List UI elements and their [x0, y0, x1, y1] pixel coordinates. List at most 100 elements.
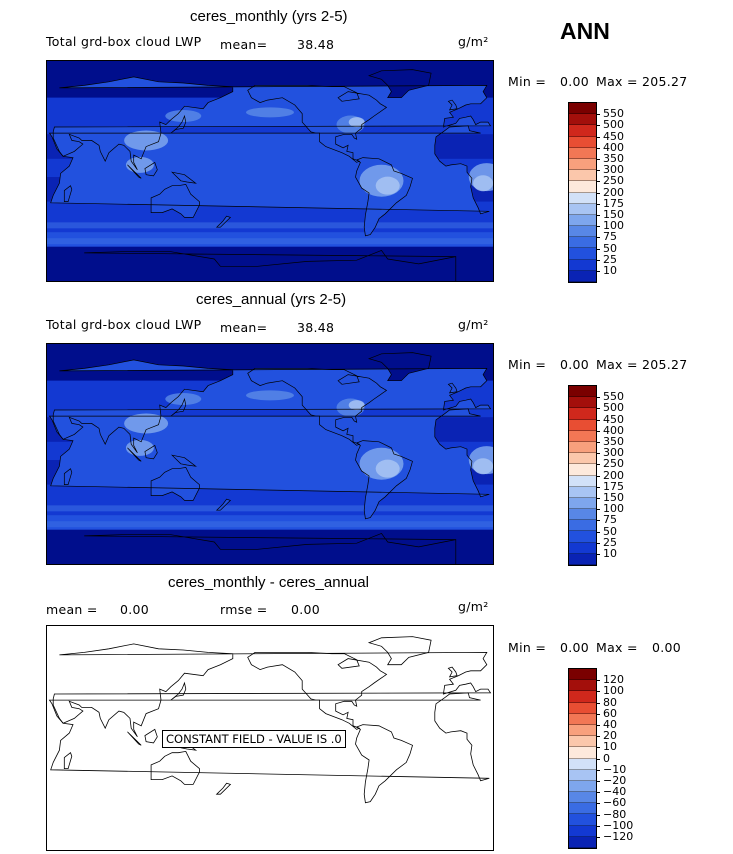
panel-3-max-value: 0.00	[652, 640, 682, 655]
colorbar-tick	[596, 136, 600, 138]
panel-2-map-plot	[47, 344, 493, 564]
colorbar-swatch	[569, 691, 596, 703]
colorbar-tick	[596, 475, 600, 477]
colorbar-swatch	[569, 747, 596, 759]
colorbar-level-label: 75	[603, 513, 617, 527]
colorbar-swatch	[569, 836, 596, 848]
colorbar-swatch	[569, 531, 596, 543]
colorbar-swatch	[569, 509, 596, 521]
colorbar-level-label: 20	[603, 729, 617, 743]
colorbar-level-label: 550	[603, 107, 624, 121]
colorbar-swatch	[569, 259, 596, 271]
colorbar-tick	[596, 486, 600, 488]
colorbar-tick	[596, 215, 600, 216]
colorbar-tick	[596, 442, 600, 443]
panel-2-max-value: 205.27	[642, 357, 688, 372]
colorbar-level-label: 100	[603, 684, 624, 698]
colorbar-swatch	[569, 464, 596, 476]
panel-3-min-value: 0.00	[560, 640, 590, 655]
colorbar-tick	[596, 509, 600, 511]
colorbar-swatch	[569, 136, 596, 148]
panel-1-colorbar	[568, 102, 597, 283]
colorbar-tick	[596, 702, 600, 704]
colorbar-level-label: 500	[603, 118, 624, 132]
panel-3-rmse-value: 0.00	[291, 602, 321, 617]
panel-2-max-label: Max =	[596, 357, 638, 372]
colorbar-swatch	[569, 486, 596, 498]
panel-1-mean-label: mean=	[220, 37, 268, 52]
colorbar-swatch	[569, 430, 596, 442]
colorbar-level-label: 350	[603, 435, 624, 448]
colorbar-level-label: 0	[603, 751, 610, 765]
colorbar-level-label: −60	[603, 796, 627, 810]
colorbar-level-label: 300	[603, 163, 624, 177]
colorbar-tick	[596, 498, 600, 499]
colorbar-tick	[596, 758, 600, 760]
colorbar-level-label: 25	[603, 535, 617, 549]
colorbar-level-label: 500	[603, 401, 624, 415]
colorbar-tick	[596, 769, 600, 771]
colorbar-swatch	[569, 214, 596, 227]
colorbar-level-label: 200	[603, 185, 624, 199]
colorbar-level-label: −20	[603, 774, 627, 787]
colorbar-tick	[596, 792, 600, 794]
colorbar-swatch	[569, 724, 596, 737]
colorbar-tick	[596, 554, 600, 555]
colorbar-level-label: 175	[603, 479, 624, 493]
colorbar-tick	[596, 237, 600, 239]
colorbar-level-label: 350	[603, 152, 624, 165]
colorbar-tick	[596, 464, 600, 466]
colorbar-level-label: 60	[603, 706, 617, 720]
colorbar-swatch	[569, 680, 596, 692]
panel-1-min-label: Min =	[508, 74, 547, 89]
colorbar-swatch	[569, 170, 596, 182]
colorbar-swatch	[569, 792, 596, 804]
panel-2-min-label: Min =	[508, 357, 547, 372]
panel-3-min-label: Min =	[508, 640, 547, 655]
colorbar-tick	[596, 691, 600, 693]
panel-1-units: g/m²	[458, 34, 489, 49]
colorbar-swatch	[569, 248, 596, 260]
colorbar-level-label: 450	[603, 129, 624, 143]
colorbar-swatch	[569, 803, 596, 815]
colorbar-tick	[596, 825, 600, 827]
colorbar-level-label: 10	[603, 547, 617, 560]
colorbar-tick	[596, 542, 600, 544]
colorbar-swatch	[569, 103, 596, 115]
colorbar-level-label: 80	[603, 695, 617, 709]
colorbar-swatch	[569, 814, 596, 826]
colorbar-tick	[596, 203, 600, 205]
panel-3-map-plot	[48, 636, 492, 804]
panel-3-rmse-label: rmse =	[220, 602, 268, 617]
colorbar-level-label: 450	[603, 412, 624, 426]
constant-field-annotation: CONSTANT FIELD - VALUE IS .0	[162, 730, 346, 748]
colorbar-swatch	[569, 270, 596, 282]
colorbar-tick	[596, 520, 600, 522]
colorbar-level-label: 10	[603, 264, 617, 277]
colorbar-tick	[596, 192, 600, 194]
panel-1-title: ceres_monthly (yrs 2-5)	[190, 8, 348, 25]
colorbar-tick	[596, 226, 600, 228]
colorbar-level-label: 300	[603, 446, 624, 460]
panel-2-units: g/m²	[458, 317, 489, 332]
colorbar-tick	[596, 680, 600, 682]
colorbar-level-label: −120	[603, 830, 634, 843]
colorbar-level-label: 175	[603, 196, 624, 210]
colorbar-level-label: 120	[603, 673, 624, 687]
colorbar-level-label: 50	[603, 241, 617, 255]
colorbar-level-label: 200	[603, 468, 624, 482]
colorbar-level-label: 400	[603, 423, 624, 437]
panel-3-units: g/m²	[458, 599, 489, 614]
panel-1-min-value: 0.00	[560, 74, 590, 89]
colorbar-swatch	[569, 441, 596, 454]
colorbar-level-label: 550	[603, 390, 624, 404]
colorbar-swatch	[569, 408, 596, 420]
panel-3-colorbar	[568, 668, 597, 849]
colorbar-swatch	[569, 237, 596, 249]
panel-2-title: ceres_annual (yrs 2-5)	[196, 291, 347, 308]
colorbar-swatch	[569, 542, 596, 554]
colorbar-tick	[596, 408, 600, 410]
colorbar-tick	[596, 114, 600, 116]
panel-2-mean-label: mean=	[220, 320, 268, 335]
colorbar-tick	[596, 170, 600, 172]
